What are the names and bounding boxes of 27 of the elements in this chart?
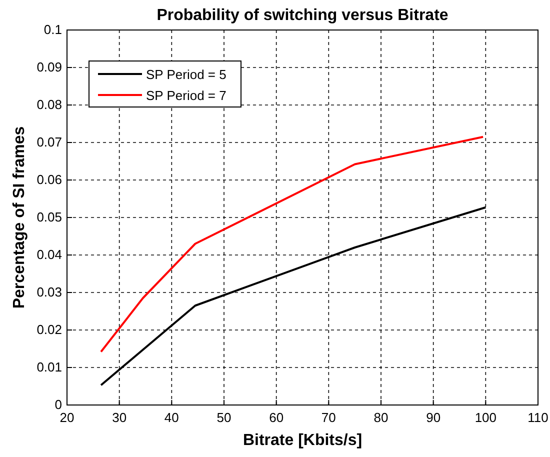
x-tick-label: 100 (474, 410, 497, 425)
y-tick-label: 0.05 (36, 210, 62, 224)
legend-label: SP Period = 5 (146, 67, 226, 82)
y-tick-label: 0 (54, 397, 62, 412)
y-tick-label: 0.1 (44, 22, 62, 37)
y-tick-label: 0.02 (36, 322, 62, 337)
y-tick-label: 0.04 (36, 247, 62, 262)
y-tick-label: 0.01 (36, 360, 62, 374)
line-series (100, 136, 484, 353)
x-tick-label: 60 (269, 410, 284, 425)
y-tick-label: 0.08 (36, 97, 62, 112)
y-axis-title: Percentage of SI frames (11, 126, 28, 309)
y-tick-label: 0.03 (36, 284, 62, 300)
x-tick-label: 20 (60, 410, 74, 425)
x-tick-label: 40 (164, 410, 179, 425)
legend-label: SP Period = 7 (146, 88, 226, 103)
x-tick-label: 50 (216, 410, 232, 425)
x-tick-label: 80 (374, 410, 388, 425)
x-tick-label: 70 (321, 410, 336, 425)
y-tick-label: 0.06 (36, 172, 62, 187)
y-tick-label: 0.07 (36, 134, 62, 150)
y-tick-label: 0.09 (36, 60, 62, 74)
x-axis-title: Bitrate [Kbits/s] (242, 432, 362, 449)
x-tick-label: 30 (112, 410, 127, 425)
chart-title: Probability of switching versus Bitrate (156, 7, 448, 24)
x-tick-label: 110 (528, 410, 548, 425)
x-tick-label: 90 (426, 410, 441, 425)
